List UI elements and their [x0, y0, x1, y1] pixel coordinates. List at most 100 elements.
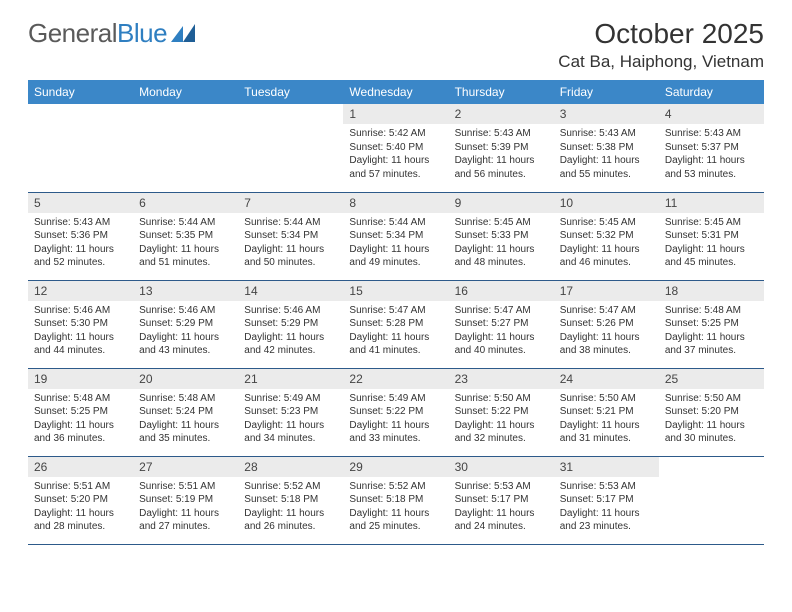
day-details: Sunrise: 5:46 AMSunset: 5:29 PMDaylight:… [238, 301, 343, 362]
day-number: 8 [343, 193, 448, 213]
calendar-day-cell [659, 456, 764, 544]
day-details: Sunrise: 5:48 AMSunset: 5:25 PMDaylight:… [28, 389, 133, 450]
day-details: Sunrise: 5:45 AMSunset: 5:33 PMDaylight:… [449, 213, 554, 274]
day-number: 2 [449, 104, 554, 124]
day-details: Sunrise: 5:51 AMSunset: 5:19 PMDaylight:… [133, 477, 238, 538]
day-details: Sunrise: 5:47 AMSunset: 5:26 PMDaylight:… [554, 301, 659, 362]
day-details: Sunrise: 5:48 AMSunset: 5:24 PMDaylight:… [133, 389, 238, 450]
day-number: 14 [238, 281, 343, 301]
calendar-day-cell: 24Sunrise: 5:50 AMSunset: 5:21 PMDayligh… [554, 368, 659, 456]
location: Cat Ba, Haiphong, Vietnam [558, 52, 764, 72]
day-details: Sunrise: 5:43 AMSunset: 5:39 PMDaylight:… [449, 124, 554, 185]
day-details: Sunrise: 5:53 AMSunset: 5:17 PMDaylight:… [449, 477, 554, 538]
calendar-day-cell: 18Sunrise: 5:48 AMSunset: 5:25 PMDayligh… [659, 280, 764, 368]
day-number: 9 [449, 193, 554, 213]
calendar-week-row: 26Sunrise: 5:51 AMSunset: 5:20 PMDayligh… [28, 456, 764, 544]
day-number: 6 [133, 193, 238, 213]
calendar-week-row: 19Sunrise: 5:48 AMSunset: 5:25 PMDayligh… [28, 368, 764, 456]
day-details: Sunrise: 5:42 AMSunset: 5:40 PMDaylight:… [343, 124, 448, 185]
calendar-week-row: 12Sunrise: 5:46 AMSunset: 5:30 PMDayligh… [28, 280, 764, 368]
month-title: October 2025 [558, 18, 764, 50]
day-number: 26 [28, 457, 133, 477]
calendar-week-row: 5Sunrise: 5:43 AMSunset: 5:36 PMDaylight… [28, 192, 764, 280]
day-number: 5 [28, 193, 133, 213]
day-details: Sunrise: 5:43 AMSunset: 5:36 PMDaylight:… [28, 213, 133, 274]
calendar-day-cell: 21Sunrise: 5:49 AMSunset: 5:23 PMDayligh… [238, 368, 343, 456]
day-details: Sunrise: 5:46 AMSunset: 5:29 PMDaylight:… [133, 301, 238, 362]
day-details: Sunrise: 5:43 AMSunset: 5:37 PMDaylight:… [659, 124, 764, 185]
calendar-day-cell: 31Sunrise: 5:53 AMSunset: 5:17 PMDayligh… [554, 456, 659, 544]
weekday-header-row: SundayMondayTuesdayWednesdayThursdayFrid… [28, 80, 764, 104]
day-details: Sunrise: 5:48 AMSunset: 5:25 PMDaylight:… [659, 301, 764, 362]
day-details: Sunrise: 5:53 AMSunset: 5:17 PMDaylight:… [554, 477, 659, 538]
day-number: 10 [554, 193, 659, 213]
calendar-day-cell: 2Sunrise: 5:43 AMSunset: 5:39 PMDaylight… [449, 104, 554, 192]
day-number: 25 [659, 369, 764, 389]
calendar-day-cell: 5Sunrise: 5:43 AMSunset: 5:36 PMDaylight… [28, 192, 133, 280]
day-details: Sunrise: 5:52 AMSunset: 5:18 PMDaylight:… [238, 477, 343, 538]
calendar-day-cell: 27Sunrise: 5:51 AMSunset: 5:19 PMDayligh… [133, 456, 238, 544]
day-details: Sunrise: 5:47 AMSunset: 5:28 PMDaylight:… [343, 301, 448, 362]
calendar-day-cell: 30Sunrise: 5:53 AMSunset: 5:17 PMDayligh… [449, 456, 554, 544]
day-details: Sunrise: 5:45 AMSunset: 5:32 PMDaylight:… [554, 213, 659, 274]
day-details: Sunrise: 5:51 AMSunset: 5:20 PMDaylight:… [28, 477, 133, 538]
calendar-day-cell: 8Sunrise: 5:44 AMSunset: 5:34 PMDaylight… [343, 192, 448, 280]
day-number: 30 [449, 457, 554, 477]
calendar-day-cell: 11Sunrise: 5:45 AMSunset: 5:31 PMDayligh… [659, 192, 764, 280]
day-number: 19 [28, 369, 133, 389]
calendar-day-cell: 26Sunrise: 5:51 AMSunset: 5:20 PMDayligh… [28, 456, 133, 544]
day-number: 3 [554, 104, 659, 124]
calendar-day-cell [238, 104, 343, 192]
calendar-day-cell: 3Sunrise: 5:43 AMSunset: 5:38 PMDaylight… [554, 104, 659, 192]
day-number: 12 [28, 281, 133, 301]
calendar-day-cell: 29Sunrise: 5:52 AMSunset: 5:18 PMDayligh… [343, 456, 448, 544]
day-details: Sunrise: 5:50 AMSunset: 5:20 PMDaylight:… [659, 389, 764, 450]
calendar-table: SundayMondayTuesdayWednesdayThursdayFrid… [28, 80, 764, 545]
calendar-day-cell: 1Sunrise: 5:42 AMSunset: 5:40 PMDaylight… [343, 104, 448, 192]
day-details: Sunrise: 5:43 AMSunset: 5:38 PMDaylight:… [554, 124, 659, 185]
calendar-day-cell: 12Sunrise: 5:46 AMSunset: 5:30 PMDayligh… [28, 280, 133, 368]
calendar-day-cell: 6Sunrise: 5:44 AMSunset: 5:35 PMDaylight… [133, 192, 238, 280]
day-number: 1 [343, 104, 448, 124]
calendar-day-cell: 16Sunrise: 5:47 AMSunset: 5:27 PMDayligh… [449, 280, 554, 368]
day-details: Sunrise: 5:44 AMSunset: 5:34 PMDaylight:… [343, 213, 448, 274]
day-details: Sunrise: 5:52 AMSunset: 5:18 PMDaylight:… [343, 477, 448, 538]
day-number: 21 [238, 369, 343, 389]
day-number: 18 [659, 281, 764, 301]
day-number: 15 [343, 281, 448, 301]
day-details: Sunrise: 5:46 AMSunset: 5:30 PMDaylight:… [28, 301, 133, 362]
day-details: Sunrise: 5:45 AMSunset: 5:31 PMDaylight:… [659, 213, 764, 274]
calendar-day-cell: 7Sunrise: 5:44 AMSunset: 5:34 PMDaylight… [238, 192, 343, 280]
day-details: Sunrise: 5:50 AMSunset: 5:21 PMDaylight:… [554, 389, 659, 450]
calendar-week-row: 1Sunrise: 5:42 AMSunset: 5:40 PMDaylight… [28, 104, 764, 192]
calendar-day-cell: 22Sunrise: 5:49 AMSunset: 5:22 PMDayligh… [343, 368, 448, 456]
calendar-day-cell: 17Sunrise: 5:47 AMSunset: 5:26 PMDayligh… [554, 280, 659, 368]
calendar-day-cell: 9Sunrise: 5:45 AMSunset: 5:33 PMDaylight… [449, 192, 554, 280]
calendar-day-cell: 14Sunrise: 5:46 AMSunset: 5:29 PMDayligh… [238, 280, 343, 368]
day-details: Sunrise: 5:49 AMSunset: 5:23 PMDaylight:… [238, 389, 343, 450]
title-block: October 2025 Cat Ba, Haiphong, Vietnam [558, 18, 764, 72]
calendar-day-cell: 15Sunrise: 5:47 AMSunset: 5:28 PMDayligh… [343, 280, 448, 368]
calendar-day-cell: 10Sunrise: 5:45 AMSunset: 5:32 PMDayligh… [554, 192, 659, 280]
day-number: 27 [133, 457, 238, 477]
weekday-header: Saturday [659, 80, 764, 104]
logo-text-blue: Blue [117, 18, 167, 49]
calendar-body: 1Sunrise: 5:42 AMSunset: 5:40 PMDaylight… [28, 104, 764, 544]
calendar-day-cell: 23Sunrise: 5:50 AMSunset: 5:22 PMDayligh… [449, 368, 554, 456]
day-number: 28 [238, 457, 343, 477]
day-number: 11 [659, 193, 764, 213]
day-number: 16 [449, 281, 554, 301]
day-number: 20 [133, 369, 238, 389]
calendar-day-cell: 4Sunrise: 5:43 AMSunset: 5:37 PMDaylight… [659, 104, 764, 192]
weekday-header: Sunday [28, 80, 133, 104]
logo: GeneralBlue [28, 18, 197, 49]
day-number: 31 [554, 457, 659, 477]
calendar-day-cell [133, 104, 238, 192]
weekday-header: Thursday [449, 80, 554, 104]
day-number: 7 [238, 193, 343, 213]
day-number: 22 [343, 369, 448, 389]
calendar-day-cell: 13Sunrise: 5:46 AMSunset: 5:29 PMDayligh… [133, 280, 238, 368]
day-details: Sunrise: 5:44 AMSunset: 5:35 PMDaylight:… [133, 213, 238, 274]
logo-text-dark: General [28, 18, 117, 49]
calendar-day-cell: 28Sunrise: 5:52 AMSunset: 5:18 PMDayligh… [238, 456, 343, 544]
